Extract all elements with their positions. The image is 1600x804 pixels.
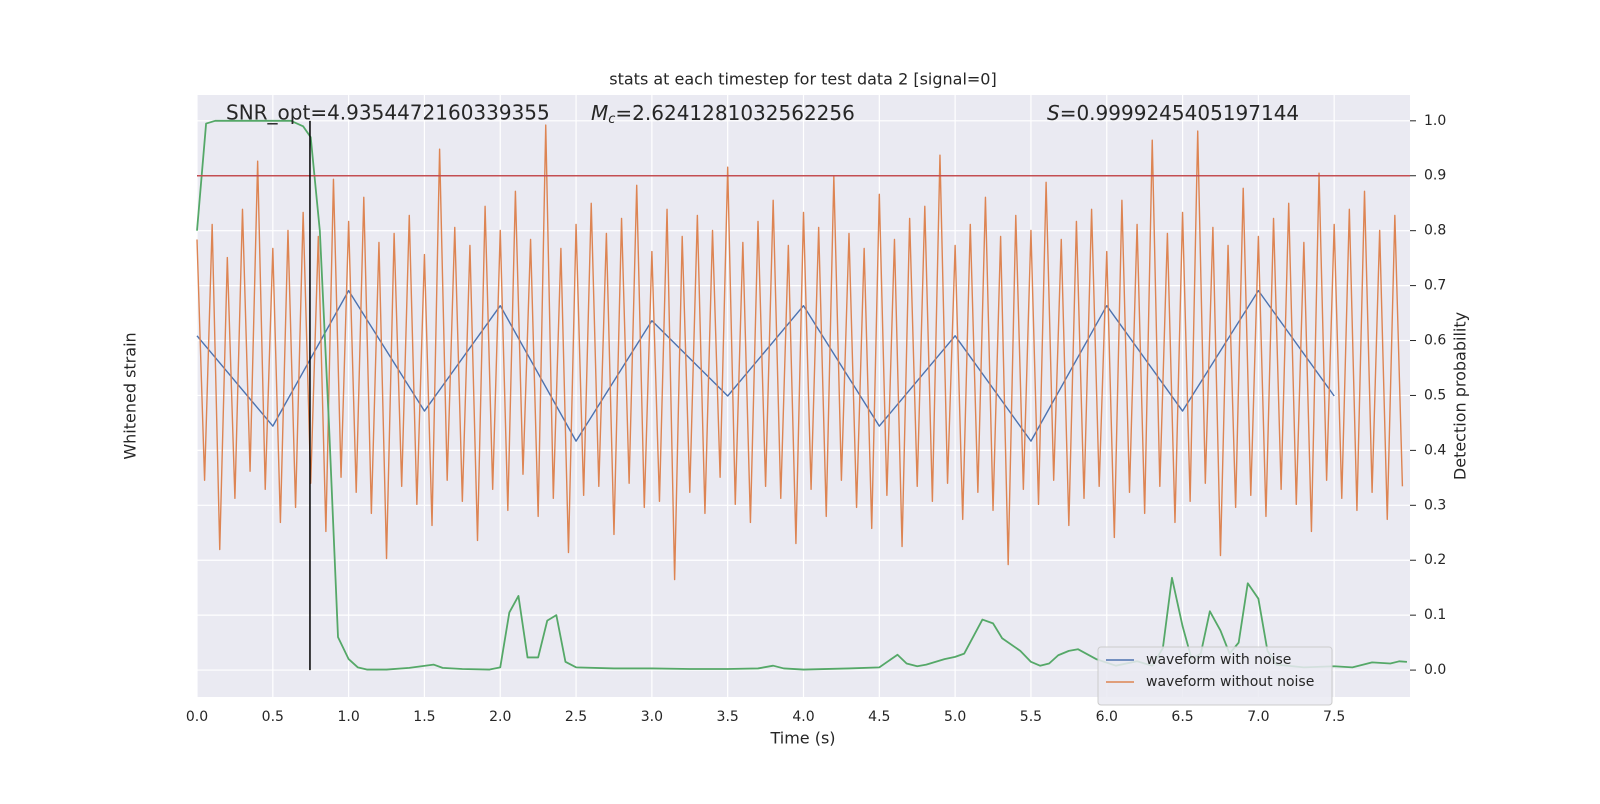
- x-tick-label: 5.5: [1020, 709, 1042, 725]
- x-tick-label: 0.0: [186, 709, 208, 725]
- x-tick-label: 7.5: [1323, 709, 1345, 725]
- series-line: [196, 119, 1408, 671]
- annotation-value: =0.9999245405197144: [1060, 101, 1299, 125]
- x-tick-label: 3.5: [717, 709, 739, 725]
- y2-tick-label: 0.3: [1424, 497, 1446, 513]
- x-tick-label: 7.0: [1247, 709, 1269, 725]
- annotation: SNR_opt=4.9354472160339355: [226, 101, 550, 125]
- x-tick-label: 4.0: [792, 709, 814, 725]
- legend-label: waveform without noise: [1146, 674, 1314, 690]
- annotation: S=0.9999245405197144: [1047, 101, 1299, 125]
- y2-tick-label: 0.9: [1424, 168, 1446, 184]
- legend-box: [1097, 646, 1333, 706]
- x-tick-label: 2.5: [565, 709, 587, 725]
- annotation-subscript: c: [608, 112, 615, 127]
- x-tick-label: 6.5: [1171, 709, 1193, 725]
- x-tick-label: 1.0: [337, 709, 359, 725]
- y2-tick-label: 0.6: [1424, 333, 1446, 349]
- x-tick-label: 2.0: [489, 709, 511, 725]
- y2-tick-label: 1.0: [1424, 113, 1446, 129]
- y2-axis-label: Detection probability: [1451, 312, 1470, 480]
- x-axis-label: Time (s): [769, 729, 835, 748]
- y2-tick-label: 0.5: [1424, 387, 1446, 403]
- series-line: [196, 289, 1335, 442]
- y2-tick-label: 0.0: [1424, 662, 1446, 678]
- y2-tick-label: 0.2: [1424, 552, 1446, 568]
- x-tick-label: 0.5: [262, 709, 284, 725]
- chart-title: stats at each timestep for test data 2 […: [609, 70, 996, 89]
- x-tick-label: 6.0: [1096, 709, 1118, 725]
- x-tick-label: 3.0: [641, 709, 663, 725]
- annotation-symbol: M: [591, 101, 608, 125]
- y2-tick-label: 0.8: [1424, 223, 1446, 239]
- x-tick-label: 5.0: [944, 709, 966, 725]
- x-tick-label: 1.5: [413, 709, 435, 725]
- y2-tick-label: 0.7: [1424, 278, 1446, 294]
- annotation-symbol: S: [1047, 101, 1060, 125]
- y2-tick-label: 0.1: [1424, 607, 1446, 623]
- series-line: [196, 124, 1404, 581]
- annotation-value: =2.6241281032562256: [615, 101, 854, 125]
- legend-label: waveform with noise: [1146, 652, 1291, 668]
- x-tick-label: 4.5: [868, 709, 890, 725]
- annotation: Mc=2.6241281032562256: [591, 101, 855, 127]
- y2-tick-label: 0.4: [1424, 442, 1446, 458]
- y-axis-label: Whitened strain: [121, 332, 140, 459]
